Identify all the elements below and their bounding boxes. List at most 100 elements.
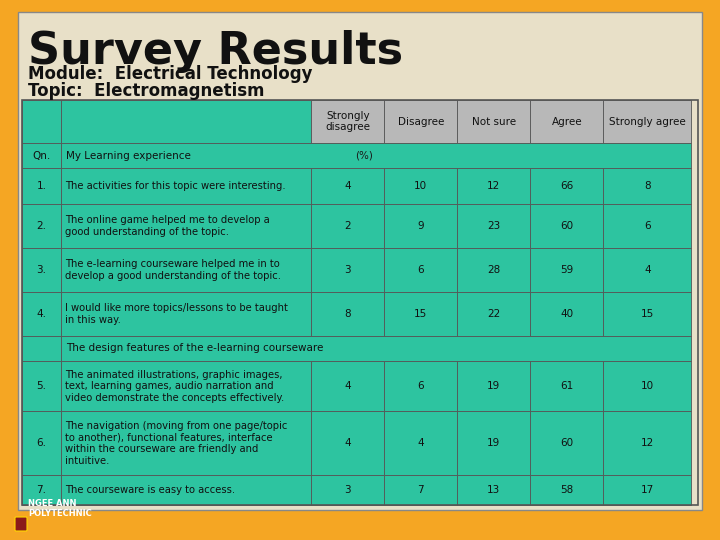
- Text: 8: 8: [344, 309, 351, 319]
- Bar: [457, 204, 531, 248]
- Bar: [603, 411, 691, 475]
- Bar: [457, 475, 531, 505]
- Text: 7.: 7.: [37, 485, 47, 495]
- Bar: [61, 361, 311, 411]
- Text: 66: 66: [560, 181, 574, 191]
- Bar: [61, 292, 311, 336]
- Text: 3.: 3.: [37, 265, 47, 275]
- Text: 12: 12: [487, 181, 500, 191]
- Bar: [61, 475, 311, 505]
- Text: 13: 13: [487, 485, 500, 495]
- Bar: [22, 336, 61, 361]
- Text: 15: 15: [414, 309, 428, 319]
- Text: 59: 59: [560, 265, 574, 275]
- Text: 23: 23: [487, 221, 500, 231]
- Bar: [311, 248, 384, 292]
- Bar: [384, 361, 457, 411]
- Bar: [22, 361, 61, 411]
- Bar: [531, 248, 603, 292]
- Bar: [311, 204, 384, 248]
- Bar: [603, 168, 691, 204]
- Text: The activities for this topic were interesting.: The activities for this topic were inter…: [66, 181, 286, 191]
- Text: Survey Results: Survey Results: [28, 30, 403, 73]
- Text: Topic:  Electromagnetism: Topic: Electromagnetism: [28, 82, 264, 100]
- Text: Qn.: Qn.: [32, 151, 50, 160]
- Bar: [61, 204, 311, 248]
- Text: 6: 6: [418, 265, 424, 275]
- Bar: [603, 361, 691, 411]
- Bar: [603, 292, 691, 336]
- Text: 7: 7: [418, 485, 424, 495]
- Bar: [384, 292, 457, 336]
- Text: 10: 10: [414, 181, 428, 191]
- Bar: [603, 204, 691, 248]
- Text: The courseware is easy to access.: The courseware is easy to access.: [66, 485, 235, 495]
- Bar: [531, 168, 603, 204]
- Text: 6: 6: [644, 221, 651, 231]
- Bar: [603, 100, 691, 143]
- Bar: [311, 292, 384, 336]
- Text: 12: 12: [641, 438, 654, 448]
- Text: My Learning experience: My Learning experience: [66, 151, 191, 160]
- Bar: [22, 100, 61, 143]
- Text: 19: 19: [487, 438, 500, 448]
- FancyBboxPatch shape: [18, 12, 702, 510]
- Text: 4: 4: [344, 438, 351, 448]
- Text: 5.: 5.: [37, 381, 47, 391]
- Bar: [603, 248, 691, 292]
- Bar: [22, 100, 698, 505]
- Text: The online game helped me to develop a
good understanding of the topic.: The online game helped me to develop a g…: [66, 215, 270, 237]
- Bar: [531, 204, 603, 248]
- Bar: [384, 411, 457, 475]
- Bar: [531, 361, 603, 411]
- Bar: [531, 411, 603, 475]
- Bar: [22, 143, 61, 168]
- Bar: [311, 475, 384, 505]
- Text: I would like more topics/lessons to be taught
in this way.: I would like more topics/lessons to be t…: [66, 303, 288, 325]
- Text: 15: 15: [641, 309, 654, 319]
- Bar: [22, 168, 61, 204]
- Text: 22: 22: [487, 309, 500, 319]
- Text: 19: 19: [487, 381, 500, 391]
- Text: Disagree: Disagree: [397, 117, 444, 126]
- Text: 9: 9: [418, 221, 424, 231]
- Text: The design features of the e-learning courseware: The design features of the e-learning co…: [66, 343, 323, 353]
- Bar: [457, 361, 531, 411]
- Text: 58: 58: [560, 485, 574, 495]
- Bar: [603, 475, 691, 505]
- Text: 4: 4: [344, 381, 351, 391]
- Text: 40: 40: [560, 309, 573, 319]
- Bar: [384, 475, 457, 505]
- Text: The navigation (moving from one page/topic
to another), functional features, int: The navigation (moving from one page/top…: [66, 421, 287, 465]
- Bar: [311, 168, 384, 204]
- Bar: [531, 475, 603, 505]
- Text: 3: 3: [344, 485, 351, 495]
- Bar: [22, 475, 61, 505]
- Text: 6: 6: [418, 381, 424, 391]
- Text: 61: 61: [560, 381, 574, 391]
- Bar: [311, 361, 384, 411]
- Text: 3: 3: [344, 265, 351, 275]
- Bar: [61, 248, 311, 292]
- Bar: [457, 100, 531, 143]
- Bar: [22, 248, 61, 292]
- Bar: [61, 100, 311, 143]
- Text: 2: 2: [344, 221, 351, 231]
- Bar: [22, 204, 61, 248]
- Text: (%): (%): [355, 151, 372, 160]
- Text: 60: 60: [560, 438, 573, 448]
- Bar: [384, 204, 457, 248]
- Text: 17: 17: [641, 485, 654, 495]
- Text: 6.: 6.: [37, 438, 47, 448]
- Bar: [384, 248, 457, 292]
- Text: Module:  Electrical Technology: Module: Electrical Technology: [28, 65, 312, 83]
- Bar: [311, 411, 384, 475]
- Bar: [457, 292, 531, 336]
- Bar: [457, 168, 531, 204]
- Text: 4: 4: [418, 438, 424, 448]
- Bar: [61, 143, 691, 168]
- Text: Agree: Agree: [552, 117, 582, 126]
- Bar: [22, 292, 61, 336]
- Bar: [457, 411, 531, 475]
- Text: NGEE ANN
POLYTECHNIC: NGEE ANN POLYTECHNIC: [28, 498, 91, 518]
